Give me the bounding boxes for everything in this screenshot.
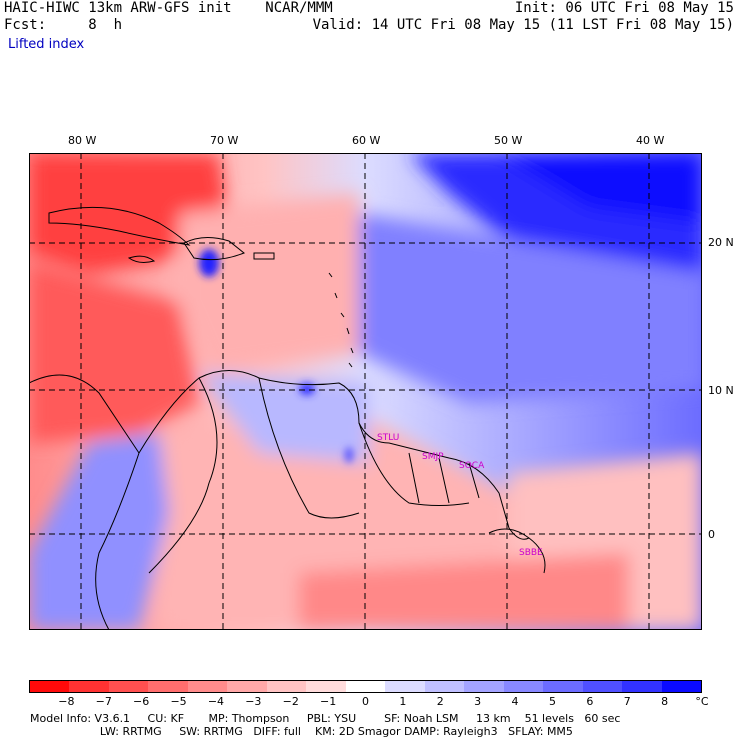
coastlines xyxy=(29,206,546,630)
chart-title: HAIC-HIWC 13km ARW-GFS init NCAR/MMM xyxy=(4,0,333,16)
lon-label-70w: 70 W xyxy=(210,134,239,147)
colorbar-swatch xyxy=(148,681,188,692)
colorbar-swatch xyxy=(622,681,662,692)
colorbar-swatch xyxy=(385,681,425,692)
colorbar-tick-label: 1 xyxy=(399,695,407,708)
init-time: Init: 06 UTC Fri 08 May 15 xyxy=(514,0,734,16)
colorbar-tick-label: −2 xyxy=(282,695,299,708)
colorbar-swatch xyxy=(187,681,228,692)
colorbar-swatch xyxy=(266,681,307,692)
colorbar-tick-label: 4 xyxy=(511,695,519,708)
lat-label-10n: 10 N xyxy=(708,384,734,397)
colorbar-swatch xyxy=(227,681,267,692)
field-name: Lifted index xyxy=(8,37,85,52)
colorbar-tick-label: −6 xyxy=(133,695,150,708)
colorbar-swatch xyxy=(345,681,386,692)
colorbar-unit: °C xyxy=(695,695,709,708)
lat-label-0: 0 xyxy=(708,528,715,541)
lon-label-40w: 40 W xyxy=(636,134,665,147)
deep-spots xyxy=(199,249,353,463)
footer-line-2: LW: RRTMG SW: RRTMG DIFF: full KM: 2D Sm… xyxy=(30,725,573,738)
station-label-smjp: SMJP xyxy=(422,452,444,462)
colorbar-swatch xyxy=(464,681,504,692)
colorbar-tick-label: −4 xyxy=(207,695,225,708)
colorbar-tick-label: 2 xyxy=(436,695,444,708)
colorbar-swatch xyxy=(503,681,544,692)
colorbar-swatch xyxy=(661,681,701,692)
colorbar-swatch xyxy=(424,681,465,692)
grid-lines xyxy=(29,153,702,630)
colorbar-tick-label: −7 xyxy=(95,695,112,708)
colorbar-swatch xyxy=(69,681,109,692)
colorbar-tick-label: −3 xyxy=(245,695,262,708)
colorbar-swatch xyxy=(108,681,149,692)
colorbar-tick-label: 3 xyxy=(474,695,482,708)
colorbar-tick-label: −5 xyxy=(170,695,187,708)
station-label-soca: SOCA xyxy=(459,461,485,471)
colorbar-swatch xyxy=(582,681,623,692)
forecast-hour: Fcst: 8 h xyxy=(4,17,123,33)
colorbar-swatch xyxy=(306,681,346,692)
lon-label-60w: 60 W xyxy=(352,134,381,147)
colorbar-swatch xyxy=(543,681,583,692)
colorbar xyxy=(29,680,702,693)
lifted-index-map: STLU SMJP SOCA SBBE xyxy=(29,153,702,630)
colorbar-tick-label: −8 xyxy=(58,695,75,708)
colorbar-swatch xyxy=(30,681,70,692)
footer-line-1: Model Info: V3.6.1 CU: KF MP: Thompson P… xyxy=(30,712,621,725)
colorbar-tick-label: 7 xyxy=(623,695,631,708)
valid-time: Valid: 14 UTC Fri 08 May 15 (11 LST Fri … xyxy=(312,17,734,33)
colorbar-tick-label: 0 xyxy=(362,695,369,708)
colorbar-tick-label: 5 xyxy=(548,695,556,708)
lon-label-50w: 50 W xyxy=(494,134,523,147)
colorbar-tick-label: 8 xyxy=(661,695,669,708)
lon-label-80w: 80 W xyxy=(68,134,97,147)
station-label-sbbe: SBBE xyxy=(519,548,543,558)
lat-label-20n: 20 N xyxy=(708,236,734,249)
colorbar-tick-label: 6 xyxy=(586,695,594,708)
colorbar-tick-label: −1 xyxy=(320,695,337,708)
station-label-stlu: STLU xyxy=(377,433,399,443)
